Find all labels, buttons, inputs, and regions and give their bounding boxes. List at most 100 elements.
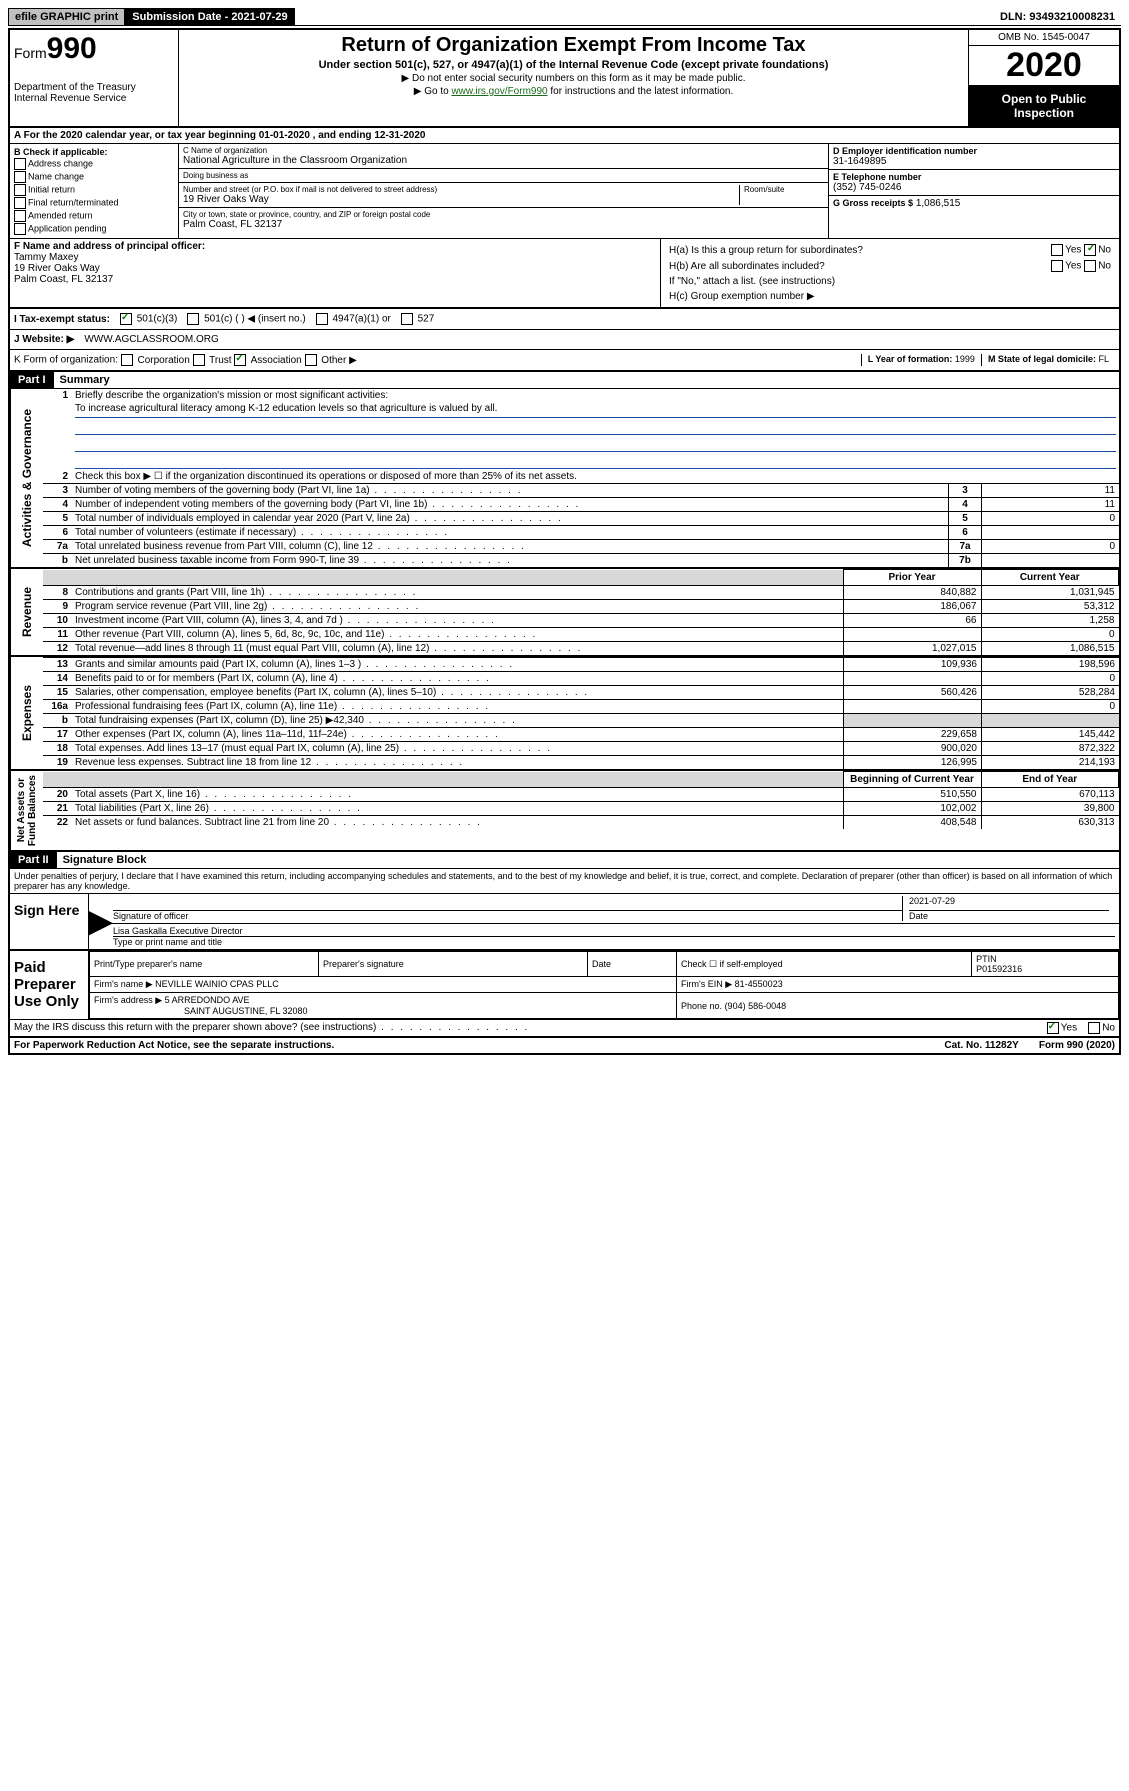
row-f-h: F Name and address of principal officer:… bbox=[10, 239, 1119, 308]
chk-501c3[interactable] bbox=[120, 313, 132, 325]
chk-assoc[interactable] bbox=[234, 354, 246, 366]
part1-badge: Part I bbox=[10, 372, 54, 388]
header-left: Form990 Department of the Treasury Inter… bbox=[10, 30, 179, 126]
city-state-zip: Palm Coast, FL 32137 bbox=[183, 219, 824, 230]
line-prior bbox=[844, 714, 982, 728]
info-grid: B Check if applicable: Address change Na… bbox=[10, 144, 1119, 239]
chk-group-no[interactable] bbox=[1084, 244, 1096, 256]
self-employed-cell[interactable]: Check ☐ if self-employed bbox=[677, 952, 972, 977]
line-desc: Total number of volunteers (estimate if … bbox=[72, 526, 949, 540]
chk-527[interactable] bbox=[401, 313, 413, 325]
line-ref: 3 bbox=[949, 484, 982, 498]
line-current: 528,284 bbox=[982, 686, 1120, 700]
line-current: 1,086,515 bbox=[981, 642, 1119, 656]
line-num: b bbox=[43, 554, 72, 568]
line-prior bbox=[843, 628, 981, 642]
line-prior bbox=[844, 672, 982, 686]
prep-sig-cell: Preparer's signature bbox=[319, 952, 588, 977]
officer-addr1: 19 River Oaks Way bbox=[14, 263, 656, 274]
line-value: 11 bbox=[982, 498, 1120, 512]
topbar: efile GRAPHIC print Submission Date - 20… bbox=[8, 8, 1121, 26]
chk-501c[interactable] bbox=[187, 313, 199, 325]
line-value bbox=[982, 526, 1120, 540]
line-num: 13 bbox=[43, 658, 72, 672]
line-num: 16a bbox=[43, 700, 72, 714]
line-desc: Total number of individuals employed in … bbox=[72, 512, 949, 526]
vtab-expenses: Expenses bbox=[10, 657, 43, 769]
line-prior: 126,995 bbox=[844, 756, 982, 770]
line-desc: Revenue less expenses. Subtract line 18 … bbox=[72, 756, 844, 770]
chk-sub-no[interactable] bbox=[1084, 260, 1096, 272]
header-right: OMB No. 1545-0047 2020 Open to Public In… bbox=[968, 30, 1119, 126]
chk-group-yes[interactable] bbox=[1051, 244, 1063, 256]
vtab-revenue: Revenue bbox=[10, 569, 43, 655]
street-address: 19 River Oaks Way bbox=[183, 194, 739, 205]
line-current: 0 bbox=[982, 700, 1120, 714]
chk-final-return[interactable]: Final return/terminated bbox=[14, 197, 174, 209]
firm-phone: (904) 586-0048 bbox=[725, 1001, 787, 1011]
col-c-org: C Name of organization National Agricult… bbox=[179, 144, 829, 238]
chk-trust[interactable] bbox=[193, 354, 205, 366]
col-hdr-prior: Beginning of Current Year bbox=[843, 772, 981, 788]
chk-discuss-no[interactable] bbox=[1088, 1022, 1100, 1034]
part1-body: Activities & Governance 1Briefly describ… bbox=[10, 389, 1119, 852]
section-governance: Activities & Governance 1Briefly describ… bbox=[10, 389, 1119, 569]
line-prior: 186,067 bbox=[843, 600, 981, 614]
part2-title: Signature Block bbox=[57, 852, 153, 868]
line-num: 3 bbox=[43, 484, 72, 498]
instruction-1: ▶ Do not enter social security numbers o… bbox=[185, 73, 962, 84]
irs-link[interactable]: www.irs.gov/Form990 bbox=[451, 86, 547, 97]
firm-ein: 81-4550023 bbox=[735, 979, 783, 989]
line-num: 11 bbox=[43, 628, 72, 642]
instruction-2: ▶ Go to www.irs.gov/Form990 for instruct… bbox=[185, 86, 962, 97]
chk-address-change[interactable]: Address change bbox=[14, 158, 174, 170]
efile-print-button[interactable]: efile GRAPHIC print bbox=[8, 8, 125, 26]
line-num: 9 bbox=[43, 600, 72, 614]
line-num: 20 bbox=[43, 788, 72, 802]
line-value: 11 bbox=[982, 484, 1120, 498]
website[interactable]: WWW.AGCLASSROOM.ORG bbox=[84, 334, 218, 345]
line-prior: 1,027,015 bbox=[843, 642, 981, 656]
line-prior: 900,020 bbox=[844, 742, 982, 756]
col-hdr-current: End of Year bbox=[981, 772, 1119, 788]
header: Form990 Department of the Treasury Inter… bbox=[10, 30, 1119, 128]
chk-amended-return[interactable]: Amended return bbox=[14, 210, 174, 222]
cat-no: Cat. No. 11282Y bbox=[924, 1040, 1038, 1051]
chk-discuss-yes[interactable] bbox=[1047, 1022, 1059, 1034]
line-current: 0 bbox=[982, 672, 1120, 686]
line-prior: 109,936 bbox=[844, 658, 982, 672]
line-desc: Professional fundraising fees (Part IX, … bbox=[72, 700, 844, 714]
department: Department of the Treasury Internal Reve… bbox=[14, 82, 174, 104]
chk-4947[interactable] bbox=[316, 313, 328, 325]
line-ref: 7b bbox=[949, 554, 982, 568]
org-name: National Agriculture in the Classroom Or… bbox=[183, 155, 824, 166]
col-h-group: H(a) Is this a group return for subordin… bbox=[661, 239, 1119, 307]
part1-title: Summary bbox=[54, 372, 116, 388]
line-num: 6 bbox=[43, 526, 72, 540]
state-domicile: M State of legal domicile: FL bbox=[981, 354, 1115, 366]
chk-corp[interactable] bbox=[121, 354, 133, 366]
line-desc: Net assets or fund balances. Subtract li… bbox=[72, 816, 843, 830]
firm-name: NEVILLE WAINIO CPAS PLLC bbox=[155, 979, 279, 989]
line-value: 0 bbox=[982, 512, 1120, 526]
line-desc: Number of voting members of the governin… bbox=[72, 484, 949, 498]
org-name-cell: C Name of organization National Agricult… bbox=[179, 144, 828, 169]
part2-badge: Part II bbox=[10, 852, 57, 868]
col-f-officer: F Name and address of principal officer:… bbox=[10, 239, 661, 307]
form-outer: Form990 Department of the Treasury Inter… bbox=[8, 28, 1121, 1055]
chk-application-pending[interactable]: Application pending bbox=[14, 223, 174, 235]
line-desc: Number of independent voting members of … bbox=[72, 498, 949, 512]
col-hdr-prior: Prior Year bbox=[843, 570, 981, 586]
col-b-header: B Check if applicable: bbox=[14, 147, 174, 157]
line-num: 19 bbox=[43, 756, 72, 770]
vtab-net-assets: Net Assets or Fund Balances bbox=[10, 771, 43, 850]
chk-name-change[interactable]: Name change bbox=[14, 171, 174, 183]
omb-number: OMB No. 1545-0047 bbox=[969, 30, 1119, 46]
line-num: 22 bbox=[43, 816, 72, 830]
chk-other[interactable] bbox=[305, 354, 317, 366]
line-value bbox=[982, 554, 1120, 568]
row-a-period: A For the 2020 calendar year, or tax yea… bbox=[10, 128, 1119, 144]
line-ref: 4 bbox=[949, 498, 982, 512]
chk-initial-return[interactable]: Initial return bbox=[14, 184, 174, 196]
chk-sub-yes[interactable] bbox=[1051, 260, 1063, 272]
